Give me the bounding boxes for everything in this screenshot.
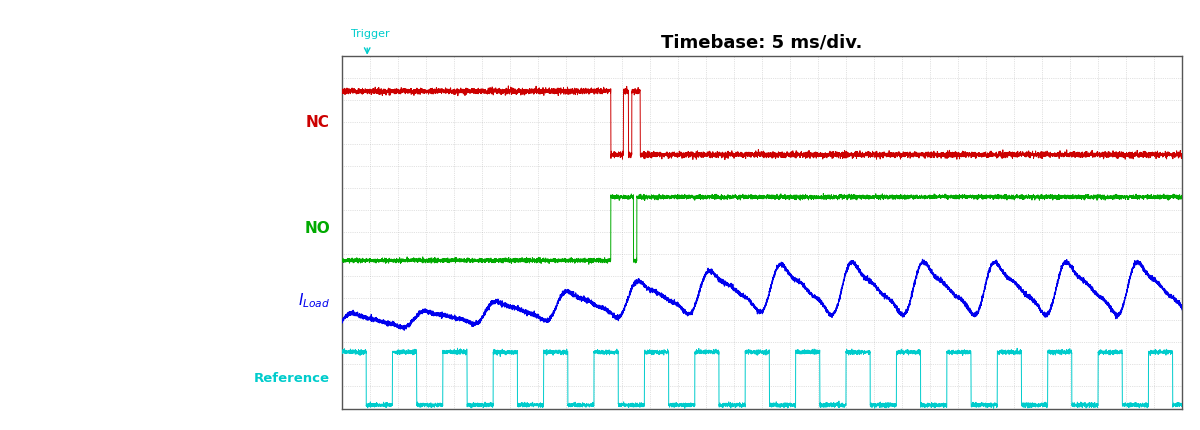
Text: NO: NO: [305, 221, 330, 236]
Text: Trigger: Trigger: [352, 29, 390, 39]
Text: Reference: Reference: [254, 372, 330, 385]
Text: $I_{Load}$: $I_{Load}$: [298, 292, 330, 310]
Title: Timebase: 5 ms/div.: Timebase: 5 ms/div.: [661, 34, 863, 52]
Text: NC: NC: [306, 115, 330, 130]
